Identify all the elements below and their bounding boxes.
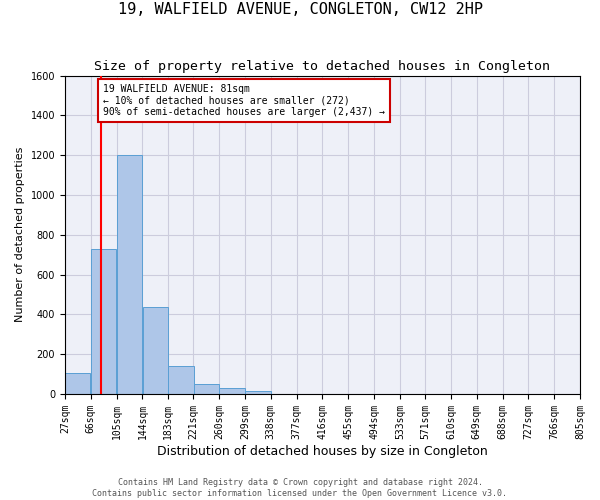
Text: 19 WALFIELD AVENUE: 81sqm
← 10% of detached houses are smaller (272)
90% of semi: 19 WALFIELD AVENUE: 81sqm ← 10% of detac… (103, 84, 385, 116)
Bar (91, 248, 116, 394)
Bar (143, 308, 168, 394)
Title: Size of property relative to detached houses in Congleton: Size of property relative to detached ho… (94, 60, 550, 73)
Bar (65, 373, 91, 394)
Bar (169, 366, 194, 394)
X-axis label: Distribution of detached houses by size in Congleton: Distribution of detached houses by size … (157, 444, 488, 458)
Text: 19, WALFIELD AVENUE, CONGLETON, CW12 2HP: 19, WALFIELD AVENUE, CONGLETON, CW12 2HP (118, 2, 482, 18)
Bar (117, 155, 142, 394)
Bar (245, 391, 271, 394)
Bar (194, 384, 219, 394)
Y-axis label: Number of detached properties: Number of detached properties (15, 147, 25, 322)
Bar (220, 388, 245, 394)
Text: Contains HM Land Registry data © Crown copyright and database right 2024.
Contai: Contains HM Land Registry data © Crown c… (92, 478, 508, 498)
